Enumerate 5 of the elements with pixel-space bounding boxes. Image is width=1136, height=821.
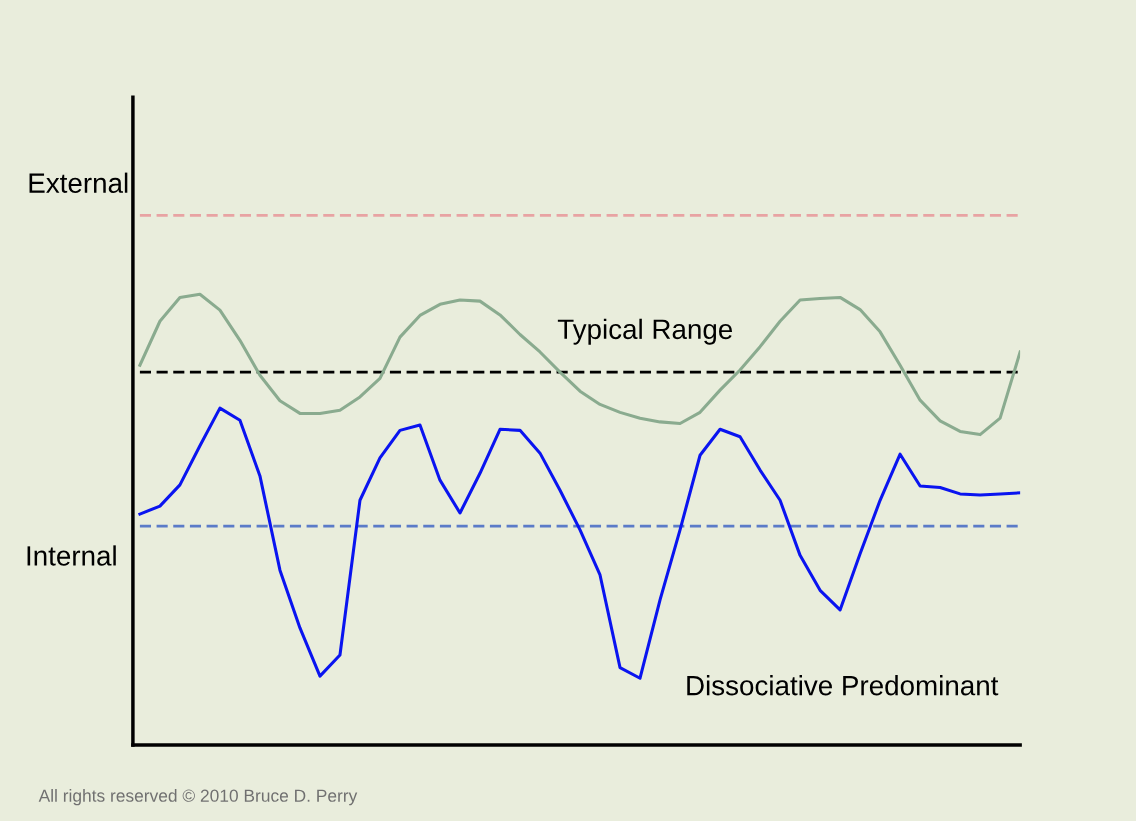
text: All rights reserved © 2010 Bruce D. Perry [38,789,358,806]
text: Internal [27,545,116,566]
annotation: Dissociative Predominant [687,675,999,696]
text: External [29,172,128,193]
annotation: Typical Range [557,318,733,345]
